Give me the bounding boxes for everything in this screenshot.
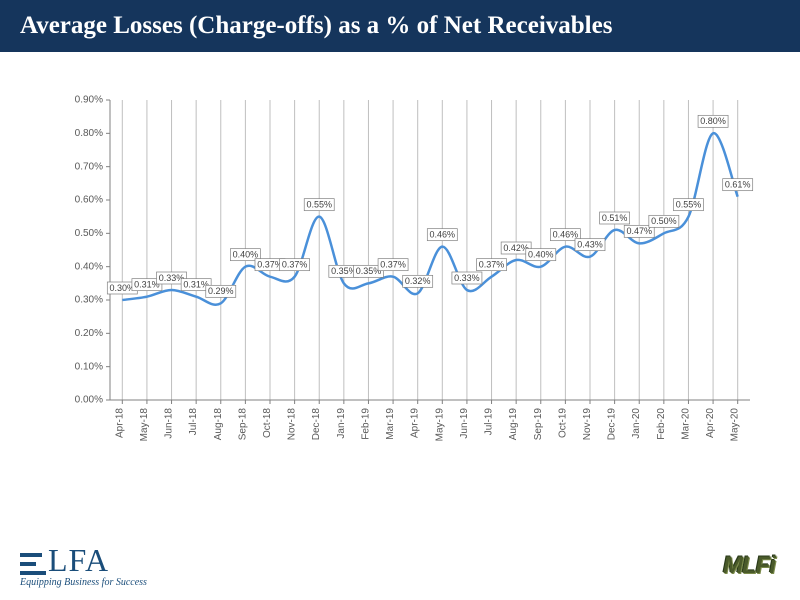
y-tick-label: 0.30%: [75, 295, 103, 306]
x-tick-label: Aug-18: [213, 408, 224, 441]
x-tick-label: Nov-18: [287, 408, 298, 441]
x-tick-label: Sep-19: [533, 408, 544, 441]
y-tick-label: 0.60%: [75, 195, 103, 206]
data-label: 0.29%: [208, 286, 234, 296]
x-tick-label: Oct-18: [262, 408, 273, 438]
data-label: 0.46%: [430, 230, 456, 240]
x-tick-label: Dec-18: [311, 408, 322, 441]
data-label: 0.33%: [454, 273, 480, 283]
x-tick-label: Sep-18: [237, 408, 248, 441]
data-label: 0.50%: [651, 216, 677, 226]
x-tick-label: Apr-20: [705, 408, 716, 438]
data-label: 0.61%: [725, 180, 751, 190]
chart-container: 0.00% 0.10% 0.20% 0.30% 0.40% 0.50% 0.60% 0.70%…: [60, 90, 760, 490]
data-label: 0.55%: [306, 200, 332, 210]
data-label: 0.55%: [676, 200, 702, 210]
x-tick-label: Jun-19: [459, 408, 470, 439]
elfa-logo: LFA Equipping Business for Success: [20, 542, 147, 588]
data-label: 0.80%: [700, 116, 726, 126]
elfa-bars-icon: [20, 549, 48, 579]
x-tick-label: Mar-19: [385, 408, 396, 440]
data-label: 0.37%: [380, 260, 406, 270]
data-label: 0.35%: [356, 266, 382, 276]
data-label: 0.43%: [577, 240, 603, 250]
y-tick-label: 0.70%: [75, 161, 103, 172]
data-label: 0.47%: [626, 226, 652, 236]
x-tick-label: Jan-19: [336, 408, 347, 439]
x-tick-label: May-20: [730, 408, 741, 442]
x-tick-label: Feb-20: [656, 408, 667, 440]
x-tick-label: Jul-18: [188, 408, 199, 436]
x-tick-label: Jul-19: [484, 408, 495, 436]
footer: LFA Equipping Business for Success MLFi: [0, 532, 800, 592]
data-label: 0.40%: [233, 250, 259, 260]
x-tick-label: Dec-19: [607, 408, 618, 441]
data-label: 0.51%: [602, 213, 628, 223]
elfa-tagline: Equipping Business for Success: [20, 577, 147, 588]
y-tick-label: 0.10%: [75, 361, 103, 372]
data-label: 0.31%: [183, 280, 209, 290]
x-tick-label: Feb-19: [360, 408, 371, 440]
data-label: 0.37%: [479, 260, 505, 270]
x-tick-label: May-19: [434, 408, 445, 442]
y-tick-label: 0.40%: [75, 261, 103, 272]
x-tick-label: Aug-19: [508, 408, 519, 441]
y-tick-label: 0.50%: [75, 228, 103, 239]
x-tick-label: Mar-20: [680, 408, 691, 440]
data-label: 0.46%: [553, 230, 579, 240]
y-tick-label: 0.20%: [75, 328, 103, 339]
data-label: 0.33%: [159, 273, 185, 283]
data-label: 0.42%: [503, 243, 529, 253]
data-label: 0.30%: [110, 283, 136, 293]
y-tick-label: 0.00%: [75, 395, 103, 406]
page-title: Average Losses (Charge-offs) as a % of N…: [0, 0, 800, 52]
x-tick-label: Jun-18: [164, 408, 175, 439]
chart-svg: 0.00% 0.10% 0.20% 0.30% 0.40% 0.50% 0.60% 0.70%…: [60, 90, 760, 490]
x-tick-label: Jan-20: [631, 408, 642, 439]
mlfi-logo: MLFi: [723, 552, 775, 580]
x-tick-label: Apr-19: [410, 408, 421, 438]
y-tick-label: 0.90%: [75, 95, 103, 106]
data-label: 0.31%: [134, 280, 160, 290]
data-label: 0.37%: [257, 260, 283, 270]
data-label: 0.37%: [282, 260, 308, 270]
elfa-text: LFA: [48, 542, 109, 578]
y-tick-label: 0.80%: [75, 128, 103, 139]
x-tick-label: Nov-19: [582, 408, 593, 441]
data-label: 0.35%: [331, 266, 357, 276]
data-label: 0.40%: [528, 250, 554, 260]
data-label: 0.32%: [405, 276, 431, 286]
x-tick-label: Oct-19: [557, 408, 568, 438]
x-tick-label: May-18: [139, 408, 150, 442]
x-tick-label: Apr-18: [114, 408, 125, 438]
